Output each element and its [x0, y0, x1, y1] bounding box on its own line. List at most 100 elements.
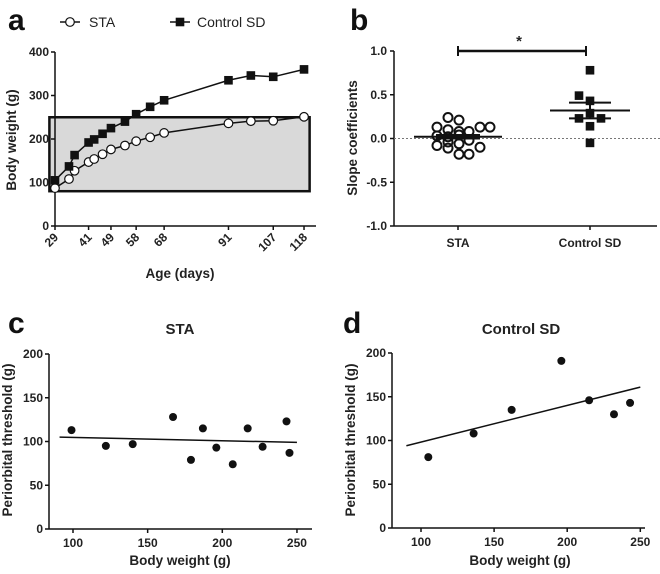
y-tick-label: 300 — [29, 89, 49, 103]
panel-title: Control SD — [482, 321, 560, 338]
sta-point — [474, 121, 486, 133]
data-point — [585, 396, 594, 405]
sta-point — [106, 144, 116, 155]
sta-point — [64, 174, 74, 184]
y-tick-label: 200 — [23, 347, 43, 361]
x-tick-label: 200 — [212, 536, 232, 550]
sta-point — [442, 112, 454, 123]
data-point — [258, 442, 267, 451]
panel-d: d Control SD 0 50 100 150 200 100 150 200 250 Body … — [343, 307, 651, 568]
sta-point — [145, 132, 156, 143]
y-tick-label: 150 — [23, 391, 43, 405]
sta-point — [431, 140, 443, 151]
y-tick-label: 1.0 — [370, 44, 387, 58]
data-point — [626, 398, 635, 407]
sta-point — [268, 115, 279, 126]
y-tick-label: 200 — [29, 132, 49, 146]
sta-point — [245, 116, 256, 127]
control-sd-point — [84, 138, 93, 147]
category-label: STA — [446, 236, 469, 250]
control-sd-point — [120, 117, 130, 126]
panel-c: c STA 0 50 100 150 200 100 150 200 250 Body weight … — [0, 307, 312, 568]
control-sd-point — [70, 150, 79, 160]
x-axis-label: Age (days) — [145, 266, 214, 281]
legend-control-marker — [175, 17, 185, 27]
x-tick-label: 150 — [484, 535, 504, 549]
x-axis-label: Body weight (g) — [469, 553, 570, 568]
x-tick-label: 41 — [75, 230, 95, 250]
y-tick-label: 100 — [23, 435, 43, 449]
y-tick-label: 0.5 — [370, 88, 387, 102]
x-tick-label: 250 — [630, 535, 650, 549]
data-point — [186, 455, 195, 464]
control-sd-point — [145, 102, 155, 112]
y-tick-label: 50 — [373, 477, 387, 491]
sta-point — [131, 136, 142, 147]
y-tick-label: 50 — [30, 478, 44, 492]
regression-line — [59, 436, 297, 444]
data-point — [282, 417, 291, 426]
y-tick-label: 0 — [36, 522, 43, 536]
y-axis-label: Slope coefficients — [345, 80, 360, 196]
sta-point — [453, 138, 465, 150]
sta-point — [474, 141, 486, 153]
x-axis-label: Body weight (g) — [129, 553, 230, 568]
sta-point — [453, 148, 465, 160]
control-sd-point — [585, 121, 595, 131]
data-point — [285, 448, 294, 457]
control-sd-point — [106, 123, 116, 133]
control-sd-point — [268, 72, 278, 82]
panel-letter: b — [350, 4, 368, 37]
significance-marker: * — [516, 33, 522, 50]
y-tick-label: -0.5 — [366, 175, 387, 189]
data-point — [212, 443, 221, 452]
regression-line — [406, 386, 641, 447]
y-axis-label: Periorbital threshold (g) — [343, 363, 358, 516]
y-tick-label: 0.0 — [370, 132, 387, 146]
control-sd-point — [50, 176, 60, 185]
sta-point — [50, 183, 60, 194]
data-point — [228, 460, 237, 469]
sta-point — [431, 121, 443, 133]
legend-sta-marker — [65, 17, 75, 27]
data-point — [198, 424, 207, 433]
x-tick-label: 107 — [255, 230, 279, 254]
data-point — [128, 440, 137, 449]
x-tick-label: 100 — [411, 535, 431, 549]
shaded-region — [48, 116, 311, 193]
control-sd-point — [64, 162, 74, 171]
data-point — [469, 429, 478, 438]
panel-b: b -1.0 -0.5 0.0 0.5 1.0 STA Control SD Slope coe… — [345, 4, 660, 250]
x-tick-label: 68 — [151, 230, 171, 250]
control-sd-point — [89, 135, 99, 144]
sta-point — [453, 114, 465, 126]
panel-letter: d — [343, 307, 361, 340]
sta-point — [120, 140, 130, 151]
sta-point — [89, 154, 100, 164]
sta-point — [159, 128, 170, 138]
control-sd-point — [585, 65, 595, 75]
x-tick-label: 100 — [63, 536, 83, 550]
y-axis-label: Periorbital threshold (g) — [0, 363, 15, 516]
y-tick-label: 100 — [29, 176, 49, 190]
panel-letter: c — [8, 307, 25, 340]
data-point — [169, 413, 178, 421]
category-label: Control SD — [559, 236, 622, 250]
data-point — [557, 356, 566, 365]
sta-point — [223, 118, 234, 129]
y-tick-label: 200 — [366, 346, 386, 360]
control-sd-point — [574, 91, 584, 100]
control-sd-point — [159, 95, 169, 105]
y-tick-label: 100 — [366, 434, 386, 448]
sta-point — [97, 149, 108, 160]
data-point — [67, 426, 76, 435]
data-point — [609, 410, 618, 419]
control-sd-point — [299, 65, 309, 74]
control-sd-point — [131, 109, 141, 119]
legend-control-label: Control SD — [197, 14, 265, 30]
sta-point — [484, 121, 496, 133]
data-point — [424, 453, 433, 462]
x-tick-label: 91 — [215, 230, 235, 250]
x-tick-label: 118 — [287, 230, 311, 254]
